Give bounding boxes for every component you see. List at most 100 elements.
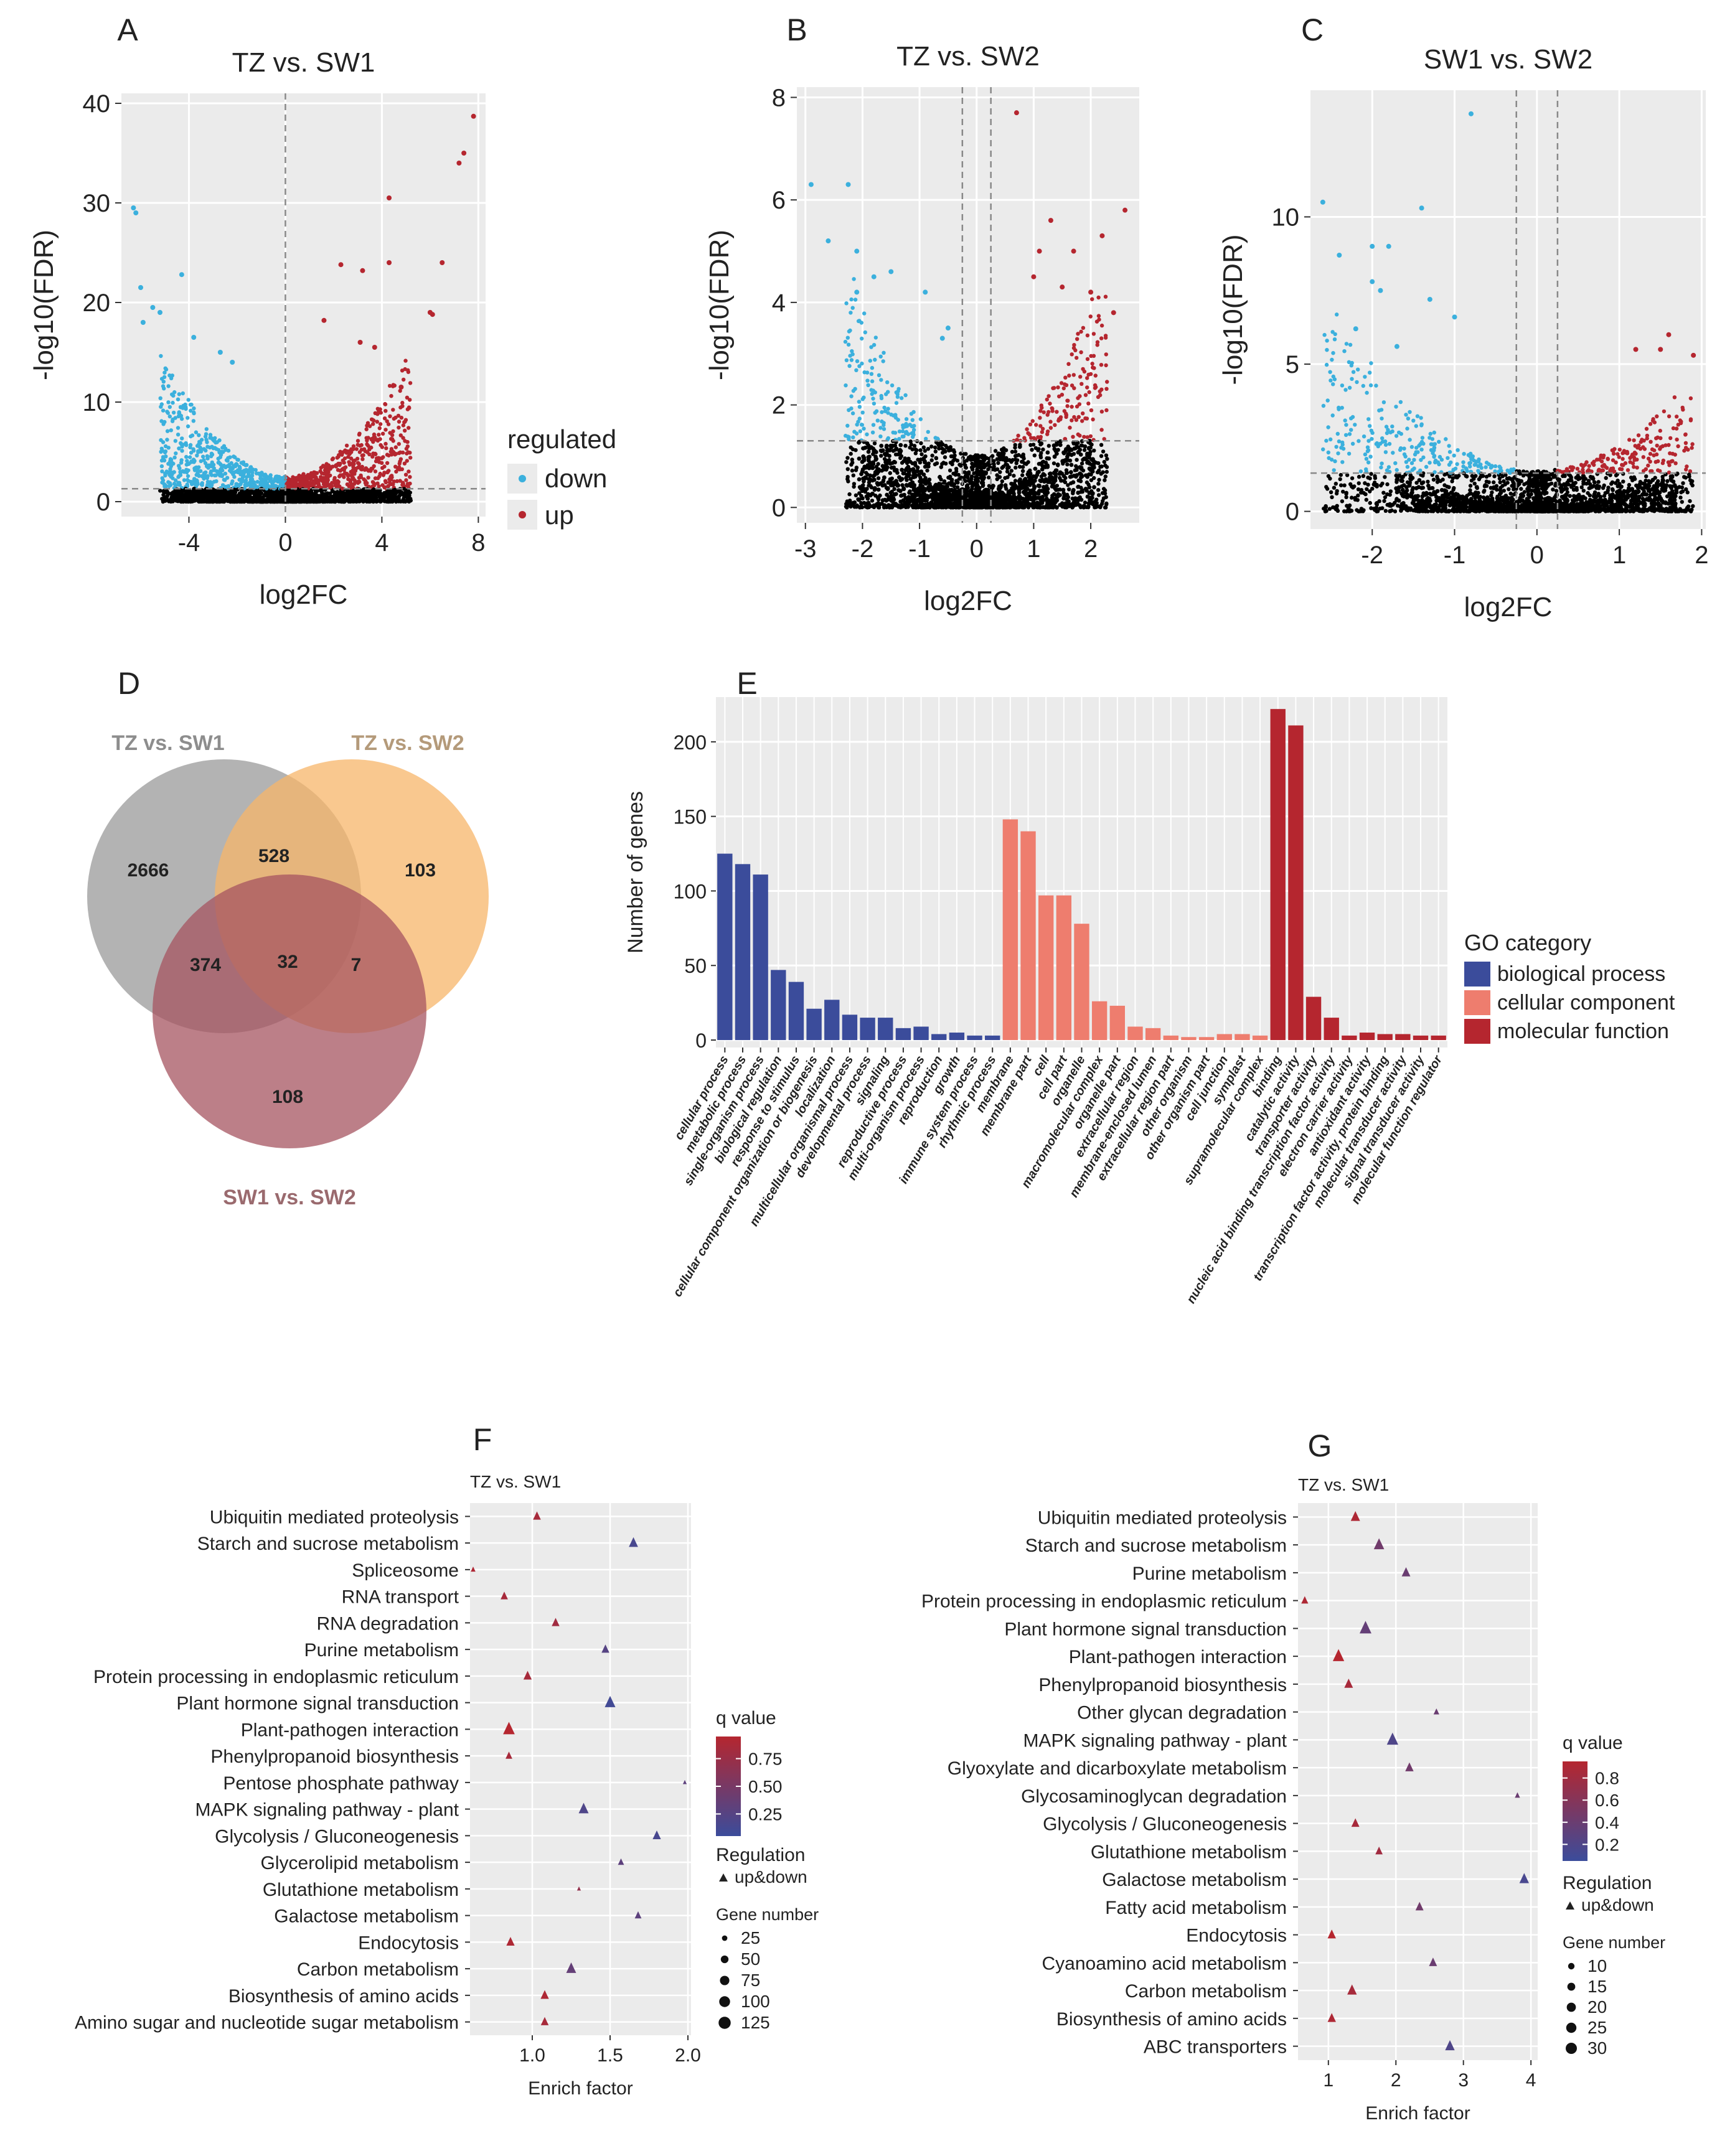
data-point (379, 422, 383, 426)
data-point (329, 482, 333, 487)
data-point (1014, 466, 1018, 470)
data-point (885, 380, 890, 385)
data-point (176, 433, 181, 437)
data-point (1081, 411, 1085, 416)
data-point (188, 445, 192, 449)
data-point (1079, 461, 1084, 466)
data-point (966, 472, 971, 476)
x-tick-label: -2 (852, 535, 874, 563)
data-point (179, 416, 184, 421)
data-point (1079, 350, 1083, 355)
data-point (235, 499, 240, 504)
data-point (1088, 372, 1093, 377)
data-point (239, 489, 244, 494)
data-point (905, 424, 910, 428)
data-point (187, 455, 192, 459)
legend-label-down: down (545, 464, 607, 493)
y-tick-label: 8 (772, 84, 786, 111)
data-point (366, 476, 370, 480)
data-point (383, 428, 388, 432)
data-point (300, 480, 304, 485)
data-point (347, 495, 352, 500)
data-point (379, 443, 383, 448)
data-point (230, 481, 234, 486)
data-point (166, 384, 171, 388)
data-point (849, 297, 854, 302)
data-point (202, 495, 207, 500)
data-point (318, 488, 322, 493)
data-point (184, 454, 189, 459)
x-tick-label: -1 (908, 535, 931, 563)
data-point (850, 468, 855, 473)
y-tick-label: 40 (83, 90, 111, 118)
data-point (167, 414, 172, 419)
data-point (1099, 410, 1104, 414)
highlight-point (357, 340, 363, 345)
data-point (854, 493, 858, 497)
data-point (860, 410, 865, 415)
data-point (398, 433, 403, 438)
data-point (373, 411, 377, 415)
data-point (275, 492, 280, 497)
data-point (407, 469, 411, 474)
highlight-point (360, 268, 365, 273)
data-point (220, 483, 225, 487)
data-point (169, 428, 173, 433)
data-point (844, 383, 848, 388)
highlight-point (131, 205, 136, 210)
data-point (1020, 469, 1025, 473)
data-point (1038, 424, 1043, 428)
highlight-point (150, 305, 156, 310)
data-point (306, 472, 311, 477)
data-point (862, 311, 867, 316)
data-point (165, 429, 170, 433)
data-point (349, 492, 354, 497)
data-point (986, 467, 990, 472)
data-point (1013, 457, 1018, 462)
data-point (161, 440, 166, 444)
data-point (372, 432, 377, 437)
data-point (910, 418, 915, 422)
data-point (172, 455, 177, 460)
data-point (312, 470, 316, 474)
data-point (400, 401, 405, 405)
data-point (397, 467, 402, 472)
data-point (1090, 297, 1094, 301)
data-point (1055, 410, 1059, 414)
data-point (364, 427, 369, 431)
data-point (873, 335, 878, 340)
data-point (1045, 397, 1050, 402)
data-point (179, 442, 184, 446)
data-point (367, 448, 372, 452)
data-point (849, 358, 854, 362)
data-point (406, 368, 410, 372)
data-point (199, 459, 203, 464)
data-point (849, 445, 853, 450)
x-tick-label: 4 (375, 529, 388, 556)
data-point (969, 474, 974, 479)
data-point (232, 464, 236, 468)
x-tick-label: 1 (1027, 535, 1040, 563)
data-point (172, 482, 177, 486)
data-point (177, 482, 182, 487)
data-point (1068, 458, 1073, 463)
data-point (178, 405, 183, 410)
data-point (400, 368, 405, 373)
data-point (177, 410, 181, 415)
data-point (1046, 394, 1051, 398)
data-point (191, 419, 195, 423)
data-point (1046, 444, 1051, 448)
data-point (171, 400, 175, 405)
data-point (336, 467, 341, 472)
data-point (1039, 403, 1044, 408)
data-point (162, 370, 167, 375)
data-point (359, 475, 364, 479)
data-point (904, 431, 908, 436)
data-point (916, 457, 920, 462)
data-point (923, 454, 928, 459)
panel-letter: B (786, 12, 807, 47)
data-point (403, 419, 407, 424)
data-point (929, 458, 934, 462)
data-point (908, 439, 913, 444)
data-point (933, 449, 938, 454)
